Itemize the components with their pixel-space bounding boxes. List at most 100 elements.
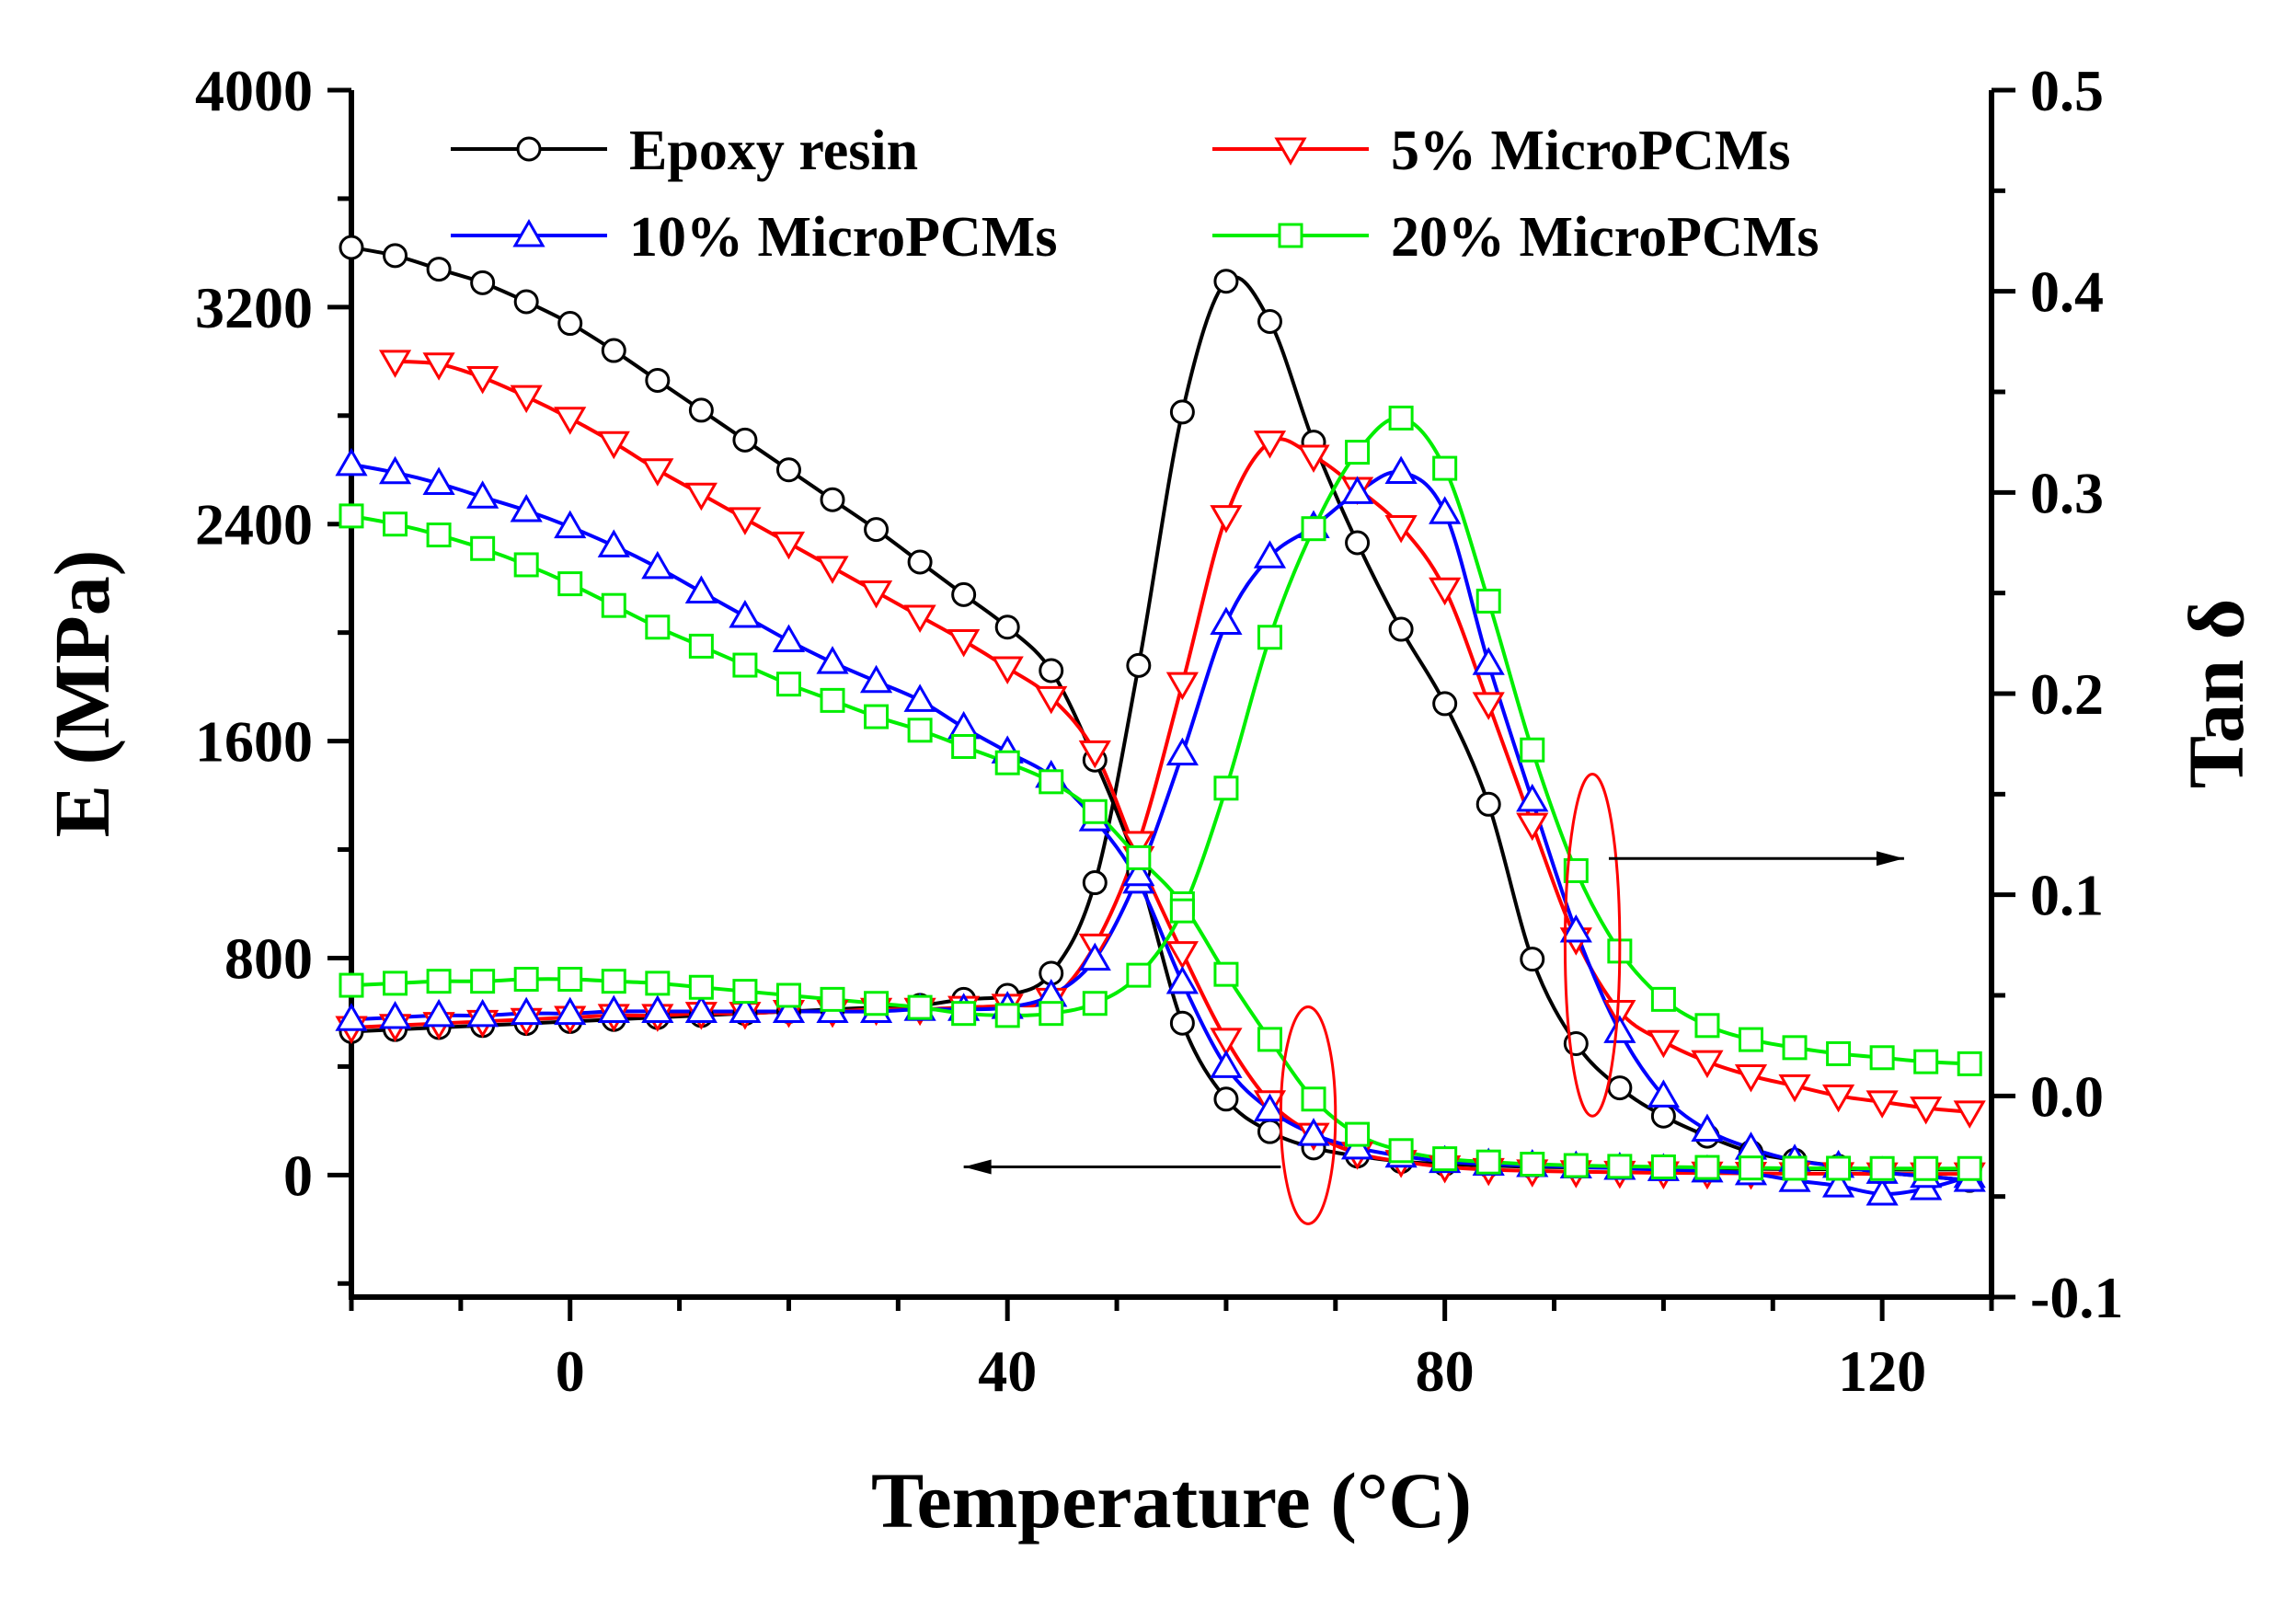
data-point	[859, 664, 893, 694]
data-point	[1213, 961, 1239, 987]
data-point	[1257, 308, 1282, 334]
data-point	[1734, 1063, 1768, 1093]
data-point	[1520, 1152, 1545, 1177]
data-point	[513, 289, 539, 315]
data-point	[510, 385, 543, 414]
data-point	[729, 994, 762, 1023]
data-point	[1165, 941, 1199, 970]
data-point	[1650, 1154, 1676, 1179]
data-point	[1782, 1035, 1808, 1061]
data-point	[1169, 898, 1195, 924]
data-point	[1694, 1013, 1720, 1039]
data-point	[864, 991, 890, 1016]
data-point	[1472, 647, 1505, 675]
data-point	[1039, 1001, 1064, 1027]
data-point	[1563, 1153, 1589, 1178]
data-point	[470, 969, 496, 994]
data-point	[1345, 440, 1371, 465]
data-point	[1039, 769, 1064, 795]
y-right-tick-label: 0.1	[2030, 863, 2104, 928]
data-point	[426, 257, 452, 282]
data-point	[907, 994, 933, 1020]
data-point	[513, 552, 539, 578]
data-point	[820, 687, 845, 713]
data-point	[554, 996, 587, 1026]
data-point	[422, 998, 455, 1028]
legend-item: 10% MicroPCMs	[451, 206, 1057, 269]
data-point	[688, 633, 714, 659]
data-point	[1913, 1155, 1939, 1181]
data-point	[597, 529, 630, 557]
data-point	[597, 431, 630, 460]
x-tick-label: 40	[978, 1338, 1037, 1404]
data-point	[470, 270, 496, 295]
data-point	[688, 974, 714, 1000]
data-point	[426, 523, 452, 548]
series-line-3-storage_modulus	[351, 513, 1970, 1171]
data-point	[947, 710, 981, 740]
data-point	[426, 969, 452, 994]
data-point	[772, 531, 806, 560]
legend-label: 10% MicroPCMs	[629, 206, 1057, 269]
data-point	[1516, 812, 1549, 842]
data-point	[1078, 740, 1111, 769]
data-point	[684, 482, 718, 511]
data-point	[775, 672, 801, 697]
series-lines	[351, 246, 1970, 1196]
data-point	[1429, 496, 1462, 524]
data-point	[645, 614, 671, 640]
data-point	[684, 575, 718, 603]
axes-group: 0 40 80 120 0 800 1600 2400 3200 4000 -0.1 0.0 0.1 0.…	[195, 58, 2123, 1404]
data-point	[378, 1001, 412, 1029]
data-point	[864, 704, 890, 729]
data-point	[339, 972, 364, 998]
data-point	[1738, 1155, 1763, 1181]
series-line-3-tan_delta	[351, 416, 1970, 1066]
data-point	[1039, 658, 1064, 683]
data-point	[1345, 1121, 1371, 1147]
data-point	[907, 549, 933, 575]
data-point	[1694, 1154, 1720, 1180]
data-point	[339, 503, 364, 529]
data-point	[1869, 1045, 1895, 1071]
data-point	[1213, 1086, 1239, 1112]
data-point	[772, 624, 806, 653]
series-line-2-storage_modulus	[351, 462, 1970, 1196]
data-point	[1253, 540, 1287, 569]
data-point	[859, 580, 893, 609]
data-point	[1297, 1118, 1330, 1146]
data-point	[1603, 999, 1636, 1028]
data-point	[1253, 1093, 1287, 1122]
legend-item: 20% MicroPCMs	[1212, 206, 1819, 269]
data-point	[554, 407, 587, 435]
data-point	[510, 493, 543, 523]
data-point	[1691, 1050, 1724, 1079]
data-point	[1957, 1051, 1982, 1076]
data-point	[1826, 1040, 1852, 1066]
data-point	[1035, 685, 1068, 715]
data-point	[729, 599, 762, 628]
data-point	[1647, 1029, 1680, 1059]
legend-marker	[516, 136, 542, 162]
data-point	[1165, 672, 1199, 701]
data-point	[951, 733, 977, 759]
data-point	[1213, 269, 1239, 294]
data-point	[1297, 444, 1330, 473]
data-point	[1913, 1049, 1939, 1074]
data-point	[729, 507, 762, 535]
data-point	[1607, 1075, 1633, 1101]
data-point	[1826, 1155, 1852, 1181]
data-point	[1432, 691, 1458, 717]
data-point	[554, 510, 587, 539]
data-point	[470, 535, 496, 561]
data-point	[688, 397, 714, 423]
data-point	[1866, 1177, 1899, 1206]
data-point	[1082, 991, 1108, 1016]
data-point	[772, 994, 806, 1023]
data-point	[1432, 455, 1458, 481]
data-point	[994, 614, 1020, 640]
data-point	[1821, 1084, 1855, 1113]
data-point	[775, 457, 801, 483]
arrow-head	[1876, 851, 1904, 867]
data-point	[1122, 857, 1155, 887]
